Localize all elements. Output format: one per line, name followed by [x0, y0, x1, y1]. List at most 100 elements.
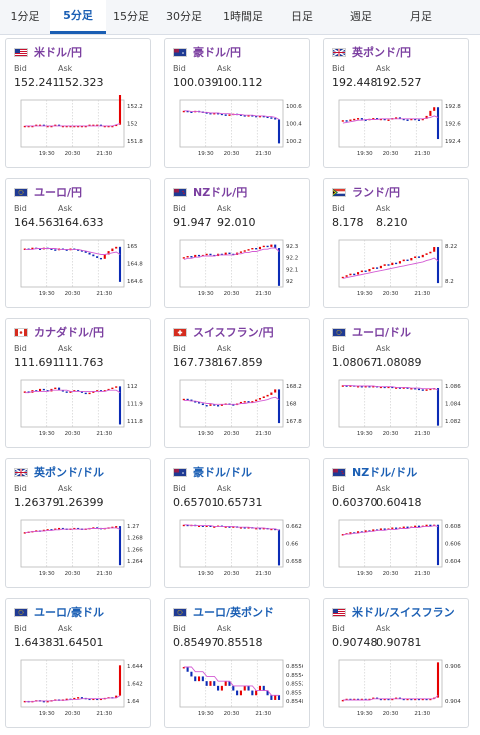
- tab-5[interactable]: 1時間足: [223, 10, 263, 23]
- price-chart[interactable]: 92.3 92.2 92.1 92 19:30 20:30 21:30: [170, 235, 303, 303]
- currency-card[interactable]: 米ドル/円 Bid Ask 152.241 152.323 152.2 152 15…: [5, 38, 151, 168]
- pair-name[interactable]: ユーロ/ドル: [352, 326, 412, 339]
- price-chart[interactable]: 165 164.8 164.6 19:30 20:30 21:30: [11, 235, 144, 303]
- ch-flag-icon: [173, 327, 187, 337]
- card-header: NZドル/ドル: [332, 465, 417, 479]
- currency-card[interactable]: ユーロ/ドル Bid Ask 1.08067 1.08089 1.086 1.08…: [323, 318, 469, 448]
- currency-card[interactable]: ユーロ/円 Bid Ask 164.563 164.633 165 164.8 16…: [5, 178, 151, 308]
- tab-4[interactable]: 30分足: [166, 10, 202, 23]
- pair-name[interactable]: 豪ドル/円: [193, 46, 242, 59]
- x-tick-label: 20:30: [383, 711, 399, 717]
- x-tick-label: 21:30: [96, 431, 112, 437]
- pair-name[interactable]: スイスフラン/円: [193, 326, 274, 339]
- price-chart[interactable]: 112 111.9 111.8 19:30 20:30 21:30: [11, 375, 144, 443]
- candle: [391, 698, 394, 701]
- pair-name[interactable]: 英ポンド/円: [352, 46, 412, 59]
- pair-name[interactable]: ユーロ/英ポンド: [193, 606, 275, 619]
- y-tick-label: 92.2: [286, 256, 298, 262]
- candle: [186, 524, 189, 527]
- price-chart[interactable]: 100.6 100.4 100.2 19:30 20:30 21:30: [170, 95, 303, 163]
- candle: [182, 667, 185, 669]
- currency-card[interactable]: カナダドル/円 Bid Ask 111.691 111.763 112 111.9…: [5, 318, 151, 448]
- price-chart[interactable]: 152.2 152 151.8 19:30 20:30 21:30: [11, 92, 144, 163]
- price-chart[interactable]: 0.662 0.66 0.658 19:30 20:30 21:30: [170, 515, 303, 583]
- currency-card[interactable]: ユーロ/豪ドル Bid Ask 1.64383 1.64501 1.644 1.6…: [5, 598, 151, 728]
- currency-card[interactable]: ユーロ/英ポンド Bid Ask 0.85497 0.85518 0.85560…: [164, 598, 310, 728]
- tab-2[interactable]: 5分足: [50, 0, 106, 34]
- currency-card[interactable]: 米ドル/スイスフラン Bid Ask 0.90748 0.90781 0.906…: [323, 598, 469, 728]
- candle: [414, 118, 417, 121]
- candle: [345, 120, 348, 122]
- candle: [92, 124, 95, 127]
- candle: [96, 698, 99, 701]
- price-chart[interactable]: 168.2 168 167.8 19:30 20:30 21:30: [170, 375, 303, 443]
- price-chart[interactable]: 0.8556 0.8554 0.8552 0.855 0.8548 19:30 20:30 2…: [170, 655, 306, 723]
- candle: [255, 690, 258, 696]
- pair-name[interactable]: ユーロ/豪ドル: [34, 606, 105, 619]
- bid-label: Bid: [173, 624, 186, 633]
- pair-name[interactable]: 米ドル/円: [34, 46, 83, 59]
- price-chart[interactable]: 0.608 0.606 0.604 19:30 20:30 21:30: [329, 515, 462, 583]
- ask-label: Ask: [376, 624, 391, 633]
- x-tick-label: 19:30: [357, 291, 373, 297]
- ask-value: 0.90781: [376, 636, 422, 649]
- candle: [341, 120, 344, 122]
- candle: [201, 676, 204, 682]
- candle: [255, 399, 258, 402]
- x-tick-label: 20:30: [65, 151, 81, 157]
- tab-3[interactable]: 15分足: [113, 10, 149, 23]
- pair-name[interactable]: 英ポンド/ドル: [34, 466, 105, 479]
- pair-name[interactable]: NZドル/ドル: [352, 466, 418, 479]
- tab-1[interactable]: 1分足: [10, 10, 40, 23]
- candle: [194, 254, 197, 258]
- pair-name[interactable]: ユーロ/円: [34, 186, 83, 199]
- ask-label: Ask: [376, 344, 391, 353]
- candle: [42, 124, 45, 127]
- candle: [395, 117, 398, 119]
- currency-card[interactable]: 英ポンド/円 Bid Ask 192.448 192.527 192.8 192.…: [323, 38, 469, 168]
- y-tick-label: 0.8556: [286, 664, 303, 670]
- currency-card[interactable]: ランド/円 Bid Ask 8.178 8.210 8.22 8.2 19:30 20…: [323, 178, 469, 308]
- candle: [213, 404, 216, 406]
- currency-card[interactable]: 英ポンド/ドル Bid Ask 1.26379 1.26399 1.27 1.26…: [5, 458, 151, 588]
- currency-card[interactable]: 豪ドル/円 Bid Ask 100.039 100.112 100.6 100.4…: [164, 38, 310, 168]
- tab-8[interactable]: 月足: [410, 10, 432, 23]
- candle: [92, 698, 95, 701]
- pair-name[interactable]: NZドル/円: [193, 186, 248, 199]
- tab-6[interactable]: 日足: [291, 10, 313, 23]
- pair-name[interactable]: 豪ドル/ドル: [193, 466, 253, 479]
- pair-name[interactable]: カナダドル/円: [34, 326, 105, 339]
- x-tick-label: 19:30: [39, 711, 55, 717]
- candle: [80, 697, 83, 699]
- currency-card[interactable]: NZドル/円 Bid Ask 91.947 92.010 92.3 92.2 92.…: [164, 178, 310, 308]
- price-chart[interactable]: 1.086 1.084 1.082 19:30 20:30 21:30: [329, 375, 462, 443]
- currency-card[interactable]: NZドル/ドル Bid Ask 0.60370 0.60418 0.608 0.6…: [323, 458, 469, 588]
- candle: [356, 698, 360, 701]
- candle: [395, 527, 398, 529]
- currency-card[interactable]: 豪ドル/ドル Bid Ask 0.65701 0.65731 0.662 0.66…: [164, 458, 310, 588]
- candle: [232, 404, 235, 406]
- candle: [356, 272, 360, 275]
- tab-7[interactable]: 週足: [350, 10, 372, 23]
- price-chart[interactable]: 0.906 0.904 19:30 20:30 21:30: [329, 655, 462, 723]
- price-chart[interactable]: 1.27 1.268 1.266 1.264 19:30 20:30 21:30: [11, 515, 144, 583]
- moving-average-line: [24, 248, 121, 255]
- candle: [96, 390, 99, 392]
- price-chart[interactable]: 192.8 192.6 192.4 19:30 20:30 21:30: [329, 95, 462, 163]
- candle: [436, 388, 440, 426]
- pair-name[interactable]: ランド/円: [352, 186, 401, 199]
- candle: [65, 125, 68, 128]
- pair-name[interactable]: 米ドル/スイスフラン: [352, 606, 455, 619]
- candle: [35, 124, 38, 127]
- price-chart[interactable]: 1.644 1.642 1.64 19:30 20:30 21:30: [11, 655, 144, 723]
- x-tick-label: 20:30: [65, 571, 81, 577]
- candle: [360, 698, 363, 701]
- moving-average-line: [24, 389, 121, 394]
- y-tick-label: 111.9: [127, 402, 143, 408]
- candle: [364, 386, 367, 388]
- candle: [111, 248, 114, 252]
- price-chart[interactable]: 8.22 8.2 19:30 20:30 21:30: [329, 235, 462, 303]
- candle: [402, 118, 405, 121]
- currency-card[interactable]: スイスフラン/円 Bid Ask 167.738 167.859 168.2 16…: [164, 318, 310, 448]
- candle: [379, 528, 382, 531]
